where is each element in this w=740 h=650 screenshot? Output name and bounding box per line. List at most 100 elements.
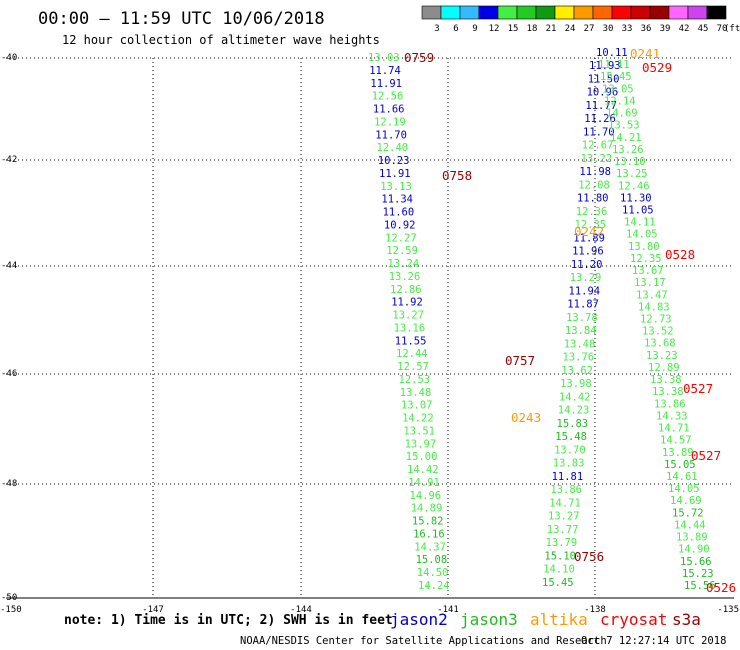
wave-height-value: 11.93 xyxy=(589,60,621,72)
wave-height-value: 15.23 xyxy=(682,568,714,580)
scale-swatch xyxy=(516,5,537,20)
wave-height-value: 13.76 xyxy=(563,352,595,364)
wave-height-value: 12.35 xyxy=(575,219,607,231)
wave-height-value: 11.26 xyxy=(584,113,616,125)
longitude-tick-label: -147 xyxy=(142,605,164,615)
wave-height-value: 12.14 xyxy=(604,96,636,108)
wave-height-value: 15.10 xyxy=(544,551,576,563)
wave-height-value: 13.98 xyxy=(560,378,592,390)
wave-height-value: 12.57 xyxy=(397,361,429,373)
wave-height-value: 13.27 xyxy=(548,511,580,523)
wave-height-value: 11.30 xyxy=(620,192,652,204)
wave-height-value: 15.72 xyxy=(672,507,704,519)
scale-swatch xyxy=(592,5,613,20)
wave-height-value: 14.90 xyxy=(678,544,710,556)
wave-height-value: 12.46 xyxy=(618,180,650,192)
scale-swatch xyxy=(668,5,689,20)
scale-swatch xyxy=(706,5,727,20)
latitude-tick-label: -48 xyxy=(1,479,17,489)
wave-height-value: 13.79 xyxy=(546,537,578,549)
wave-height-value: 11.87 xyxy=(567,299,599,311)
wave-height-value: 11.11 xyxy=(598,59,630,71)
wave-height-value: 12.35 xyxy=(630,253,662,265)
wave-height-value: 13.38 xyxy=(652,386,684,398)
scale-tick-label: 12 xyxy=(489,24,500,34)
pass-time-label: 0243 xyxy=(511,410,541,425)
satellite-legend-item: s3a xyxy=(672,610,701,629)
wave-height-value: 12.27 xyxy=(385,232,417,244)
scale-swatch xyxy=(459,5,480,20)
wave-height-value: 12.36 xyxy=(576,206,608,218)
map-subtitle: 12 hour collection of altimeter wave hei… xyxy=(62,33,380,47)
wave-height-value: 14.22 xyxy=(402,413,434,425)
wave-height-value: 13.52 xyxy=(642,326,674,338)
scale-tick-label: 24 xyxy=(565,24,576,34)
scale-unit-label: (ft) xyxy=(724,24,740,34)
wave-height-value: 11.96 xyxy=(572,246,604,258)
wave-height-value: 11.20 xyxy=(571,259,603,271)
satellite-legend-item: jason2 xyxy=(390,610,448,629)
scale-swatch xyxy=(611,5,632,20)
longitude-tick-label: -150 xyxy=(0,605,22,615)
wave-height-value: 13.07 xyxy=(401,400,433,412)
scale-swatch xyxy=(649,5,670,20)
wave-height-value: 10.96 xyxy=(587,87,619,99)
wave-height-value: 14.71 xyxy=(549,498,581,510)
scale-tick-label: 42 xyxy=(679,24,690,34)
scale-swatch xyxy=(687,5,708,20)
wave-height-value: 11.89 xyxy=(573,232,605,244)
longitude-axis: -150 -147 -144 -141 -138 -135 xyxy=(0,605,739,615)
pass-time-label: 0527 xyxy=(691,448,721,463)
wave-height-value: 11.94 xyxy=(569,285,601,297)
wave-height-value: 13.80 xyxy=(628,241,660,253)
wave-height-value: 11.98 xyxy=(579,166,611,178)
wave-height-value: 14.05 xyxy=(668,483,700,495)
wave-height-value: 11.50 xyxy=(588,73,620,85)
latitude-tick-label: -44 xyxy=(1,261,17,271)
wave-height-value: 14.57 xyxy=(660,435,692,447)
wave-height-value: 15.56 xyxy=(684,580,716,592)
scale-swatch xyxy=(535,5,556,20)
scale-tick-label: 33 xyxy=(622,24,633,34)
satellite-legend-item: altika xyxy=(530,610,588,629)
wave-height-value: 13.70 xyxy=(554,444,586,456)
pass-time-label: 0527 xyxy=(683,381,713,396)
wave-height-value: 15.48 xyxy=(555,431,587,443)
wave-height-value: 13.16 xyxy=(394,322,426,334)
wave-height-value: 11.60 xyxy=(383,207,415,219)
wave-height-value: 14.69 xyxy=(606,108,638,120)
wave-height-value: 15.08 xyxy=(416,554,448,566)
wave-height-value: 13.03 xyxy=(368,52,400,64)
wave-height-value: 14.50 xyxy=(417,567,449,579)
scale-swatch xyxy=(573,5,594,20)
longitude-tick-label: -144 xyxy=(290,605,312,615)
pass-time-label: 0757 xyxy=(505,353,535,368)
pass-time-label: 0242 xyxy=(574,224,604,239)
scale-swatch xyxy=(630,5,651,20)
wave-height-value: 14.61 xyxy=(666,471,698,483)
scale-tick-label: 18 xyxy=(527,24,538,34)
wave-height-value: 11.34 xyxy=(381,194,413,206)
wave-height-value: 11.81 xyxy=(552,471,584,483)
wave-height-value: 13.27 xyxy=(392,310,424,322)
wave-height-value: 13.26 xyxy=(389,271,421,283)
wave-height-value: 14.91 xyxy=(408,477,440,489)
wave-height-value: 13.89 xyxy=(676,532,708,544)
scale-tick-label: 6 xyxy=(453,24,458,34)
wave-height-value: 14.23 xyxy=(558,405,590,417)
scale-tick-label: 36 xyxy=(641,24,652,34)
satellite-legend-item: cryosat xyxy=(600,610,667,629)
longitude-tick-label: -138 xyxy=(584,605,606,615)
note-text: note: 1) Time is in UTC; 2) SWH is in fe… xyxy=(64,613,393,628)
wave-height-value: 13.26 xyxy=(612,144,644,156)
lat-lon-grid xyxy=(6,57,734,599)
wave-height-value: 13.22 xyxy=(581,153,613,165)
wave-height-value: 11.55 xyxy=(395,335,427,347)
latitude-tick-label: -50 xyxy=(1,593,17,603)
scale-swatch xyxy=(554,5,575,20)
wave-height-value: 13.77 xyxy=(547,524,579,536)
wave-height-value: 12.53 xyxy=(399,374,431,386)
wave-height-value: 12.19 xyxy=(374,116,406,128)
satellite-legend: jason2 jason3 altika cryosat s3a xyxy=(390,610,701,629)
